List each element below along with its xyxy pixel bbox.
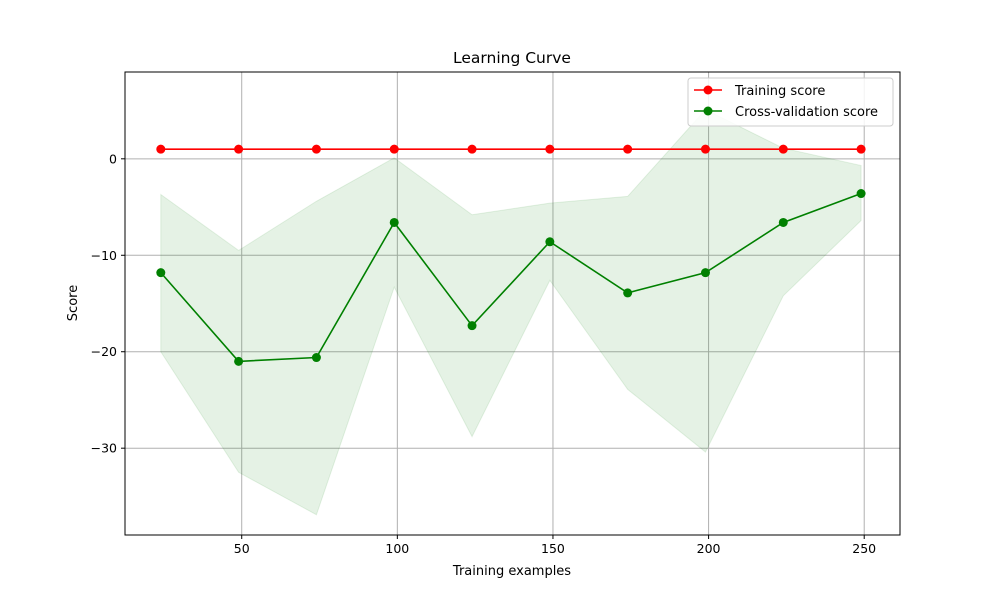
y-tick-label: 0	[109, 151, 117, 166]
training-score-point	[156, 144, 166, 154]
legend: Training score Cross-validation score	[687, 77, 894, 127]
confidence-bands	[160, 109, 862, 516]
x-tick-label: 150	[541, 541, 565, 556]
cross-validation-score-point	[700, 268, 710, 278]
x-tick-label: 100	[385, 541, 409, 556]
cross-validation-score-point	[311, 353, 321, 363]
training-score-point	[856, 144, 866, 154]
y-tick-label: −10	[91, 248, 117, 263]
training-score-point	[700, 144, 710, 154]
legend-marker-training	[703, 85, 713, 95]
plot-frame	[124, 71, 901, 536]
cross-validation-score-point	[156, 268, 166, 278]
x-tick-label: 200	[697, 541, 721, 556]
y-tick-label: −20	[91, 344, 117, 359]
series-lines	[160, 148, 862, 363]
cross-validation-score-point	[467, 321, 477, 331]
cross-validation-score-point	[545, 237, 555, 247]
legend-label-training: Training score	[734, 84, 825, 99]
training-score-point	[778, 144, 788, 154]
training-score-point	[234, 144, 244, 154]
cross-validation-score-point	[856, 189, 866, 199]
cross-validation-score-point	[778, 217, 788, 227]
x-axis-label: Training examples	[452, 564, 571, 579]
training-score-point	[389, 144, 399, 154]
legend-label-cross-validation: Cross-validation score	[735, 105, 878, 120]
legend-marker-cross-validation	[703, 106, 713, 116]
chart-title: Learning Curve	[453, 49, 571, 67]
cross-validation-score-band	[160, 109, 862, 516]
cross-validation-score-line	[160, 192, 862, 363]
training-score-point	[545, 144, 555, 154]
y-tick-label: −30	[91, 441, 117, 456]
cross-validation-score-point	[623, 288, 633, 298]
y-axis-ticks: 0 −10 −20 −30	[91, 151, 125, 456]
cross-validation-score-point	[234, 356, 244, 366]
training-score-point	[467, 144, 477, 154]
y-axis-label: Score	[66, 285, 81, 321]
x-tick-label: 50	[234, 541, 250, 556]
series-markers	[156, 144, 866, 366]
training-score-point	[311, 144, 321, 154]
x-axis-ticks: 50 100 150 200 250	[234, 535, 876, 556]
x-tick-label: 250	[852, 541, 876, 556]
training-score-point	[623, 144, 633, 154]
legend-box	[687, 77, 894, 127]
cross-validation-score-point	[389, 217, 399, 227]
